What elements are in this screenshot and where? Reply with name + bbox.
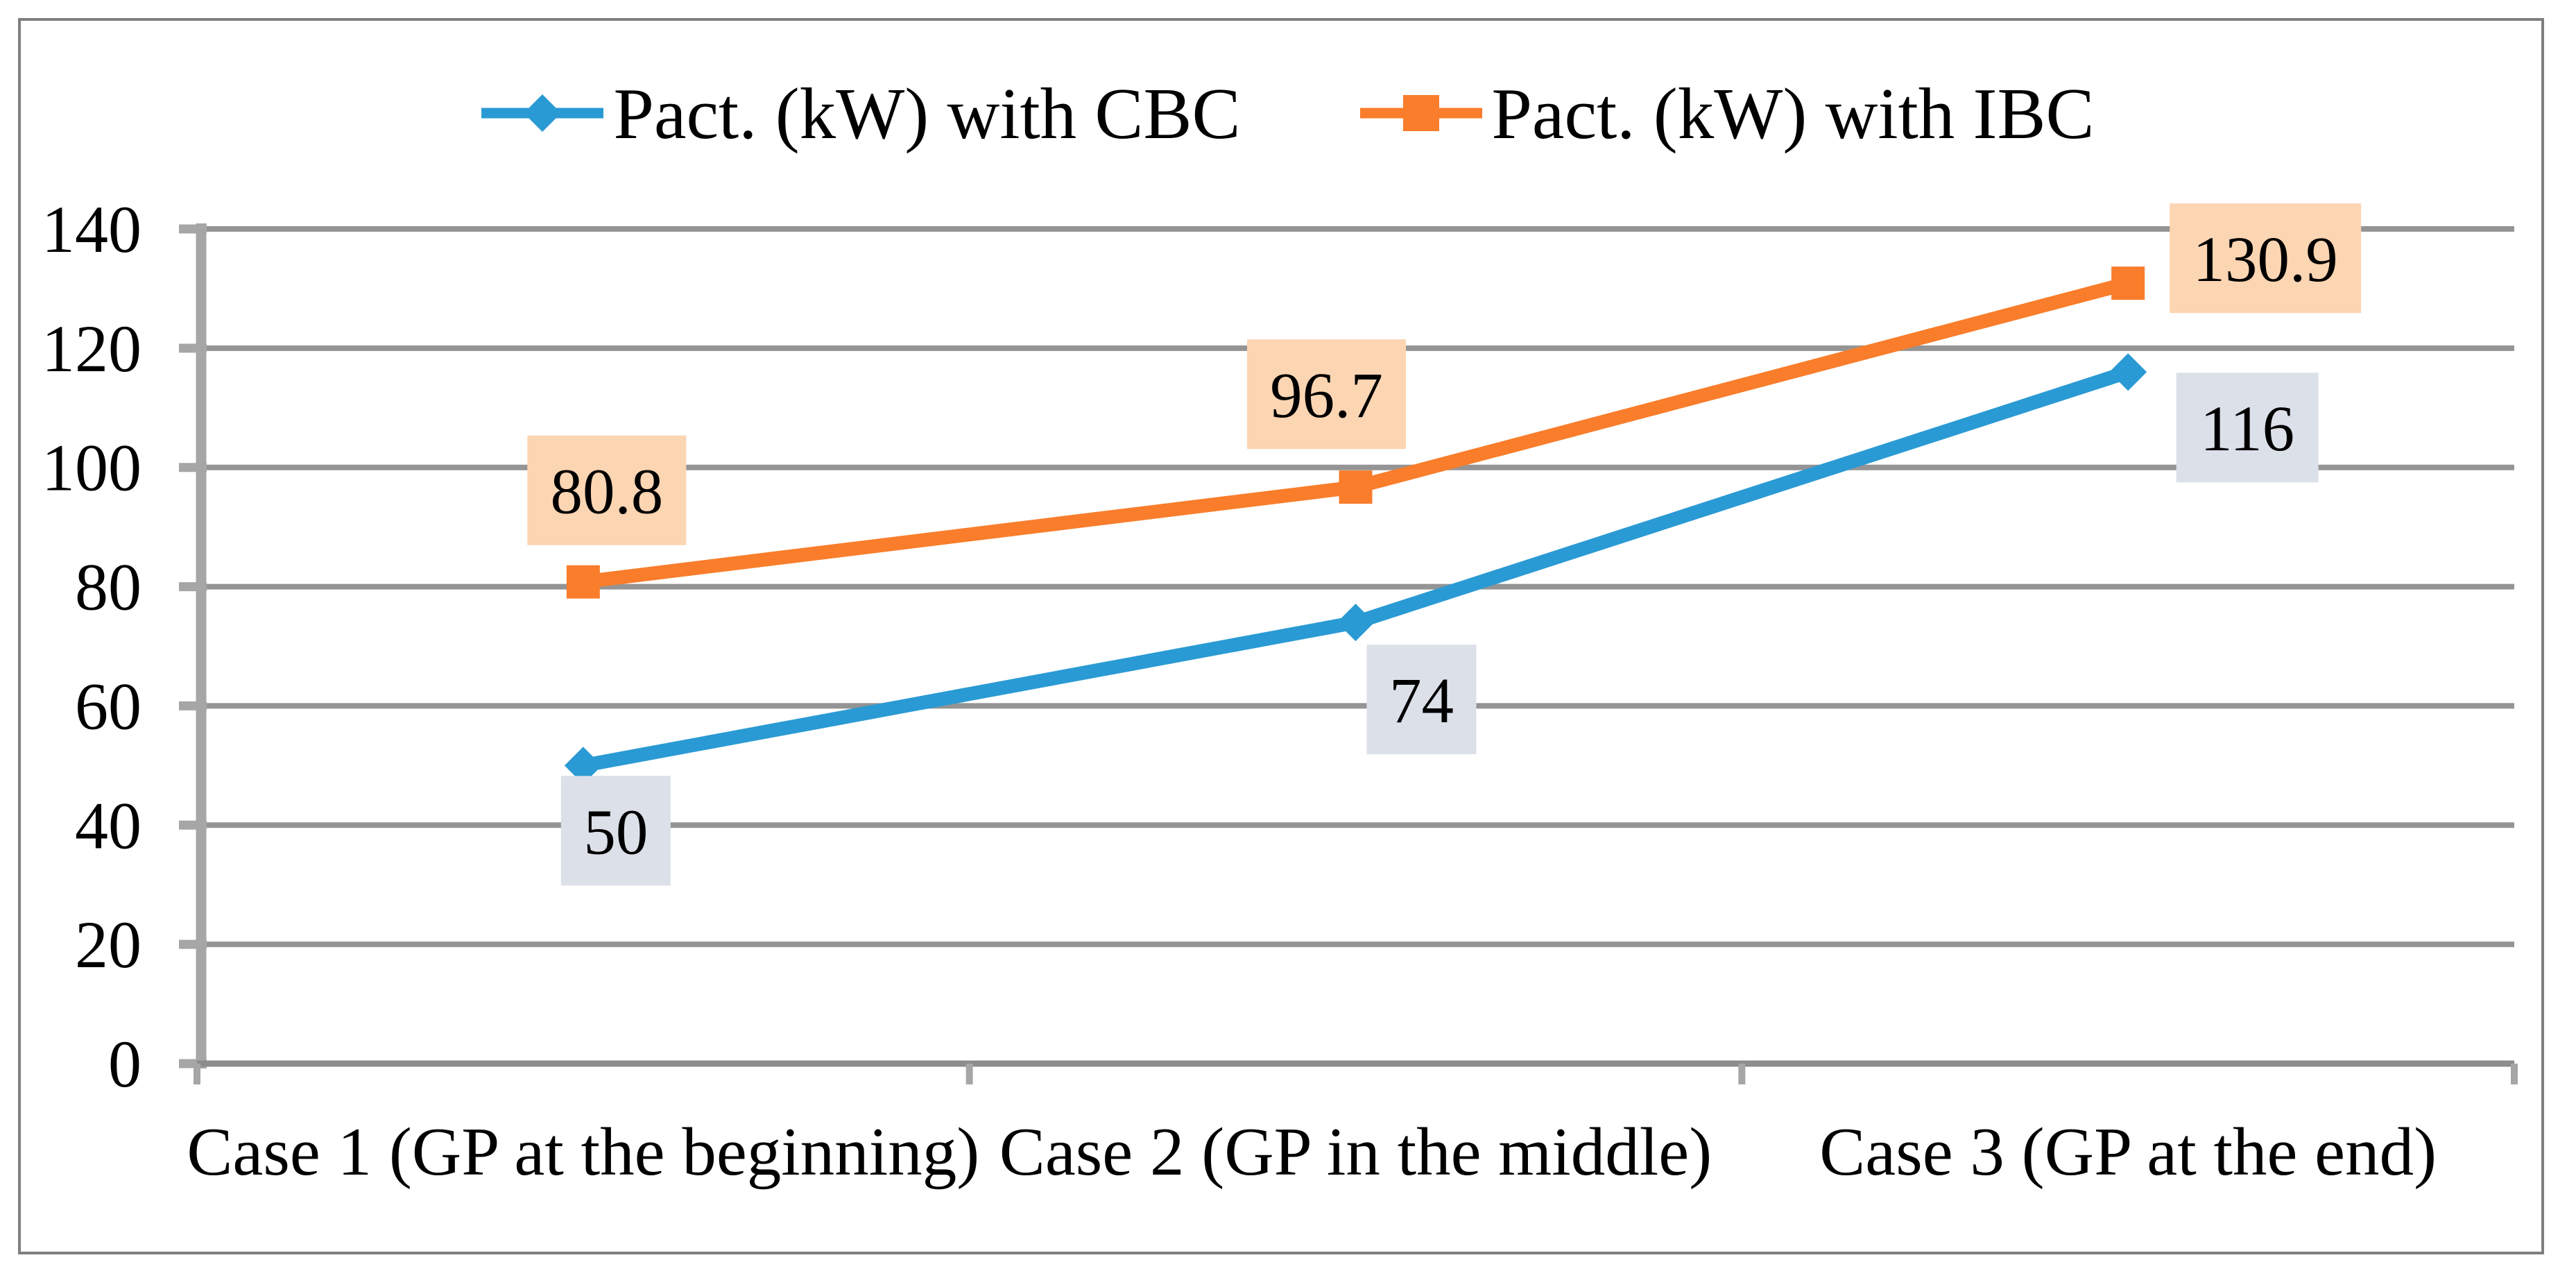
legend-label-ibc: Pact. (kW) with IBC <box>1491 72 2095 154</box>
data-label: 80.8 <box>550 457 663 528</box>
category-label: Case 2 (GP in the middle) <box>999 1114 1712 1190</box>
y-tick-label: 80 <box>75 550 141 624</box>
data-label-box <box>560 776 671 886</box>
data-label-box <box>527 435 687 545</box>
data-label: 116 <box>2200 393 2294 465</box>
ibc-line-square-marker-icon <box>1359 95 1482 131</box>
data-label-box <box>2176 373 2319 483</box>
data-label-box <box>1366 645 1477 755</box>
cbc-line-diamond-marker-icon <box>481 94 604 132</box>
data-point-marker-diamond <box>2109 353 2147 391</box>
data-point-marker-diamond <box>564 747 602 785</box>
legend-label-cbc: Pact. (kW) with CBC <box>613 72 1241 154</box>
y-tick-label: 120 <box>42 312 141 386</box>
category-label: Case 3 (GP at the end) <box>1819 1114 2437 1190</box>
data-label: 130.9 <box>2193 224 2338 296</box>
y-tick-label: 0 <box>108 1027 141 1101</box>
data-label-box <box>1247 339 1406 450</box>
data-label: 50 <box>583 796 648 868</box>
data-label: 74 <box>1389 665 1454 737</box>
y-tick-label: 100 <box>42 431 141 505</box>
y-tick-label: 40 <box>75 788 141 862</box>
legend-sample-diamond <box>524 94 562 132</box>
data-label: 96.7 <box>1270 360 1383 432</box>
legend-sample-square <box>1402 95 1439 131</box>
y-tick-label: 60 <box>75 669 141 743</box>
y-tick-label: 20 <box>75 908 141 982</box>
legend: Pact. (kW) with CBC Pact. (kW) with IBC <box>0 61 2576 165</box>
data-point-marker-square <box>1339 470 1373 504</box>
legend-item-ibc: Pact. (kW) with IBC <box>1359 71 2095 155</box>
data-point-marker-diamond <box>1337 604 1375 642</box>
y-tick-label: 140 <box>42 192 141 266</box>
legend-item-cbc: Pact. (kW) with CBC <box>481 71 1241 155</box>
data-label-box <box>2170 203 2362 314</box>
data-point-marker-square <box>2111 266 2145 300</box>
category-label: Case 1 (GP at the beginning) <box>187 1114 979 1190</box>
data-point-marker-square <box>566 565 600 599</box>
